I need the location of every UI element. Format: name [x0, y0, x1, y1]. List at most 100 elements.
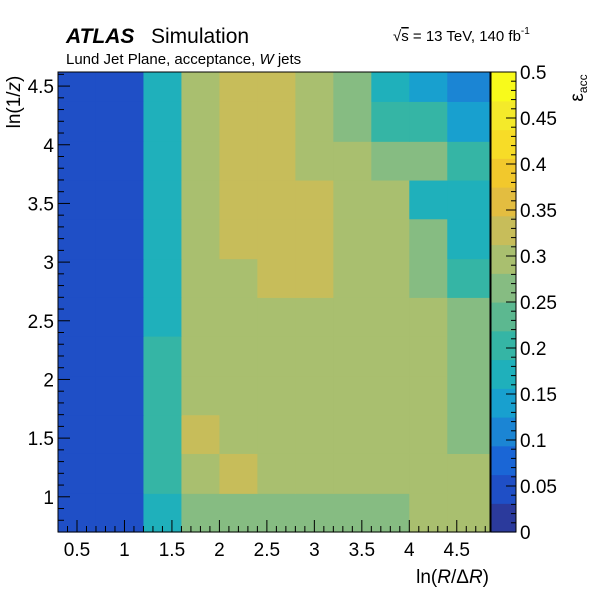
heatmap-cell: [58, 101, 97, 142]
heatmap-cell: [333, 414, 372, 454]
x-axis-title: ln(R/ΔR): [416, 567, 489, 588]
heatmap-cell: [257, 218, 296, 260]
heatmap-cell: [58, 414, 97, 454]
heatmap-cell: [58, 297, 97, 337]
y-axis-ticks: 1 1.5 2 2.5 3 3.5 4 4.5: [28, 73, 70, 521]
heatmap-cell: [371, 375, 410, 416]
heatmap-cell: [181, 179, 221, 220]
x-tick-label: 2.5: [254, 540, 280, 561]
y-tick-label: 2.5: [28, 312, 54, 333]
heatmap-cell: [181, 297, 221, 337]
heatmap-cell: [181, 336, 221, 377]
plot-frame: [57, 71, 491, 533]
heatmap-cell: [447, 453, 491, 494]
z-tick-label: 0.5: [520, 63, 546, 84]
heatmap-cell: [181, 218, 221, 260]
heatmap-cell: [333, 336, 372, 377]
heatmap-cell: [257, 141, 296, 181]
x-tick-label: 3: [309, 540, 320, 561]
heatmap-cell: [409, 72, 448, 102]
heatmap-cell: [143, 453, 183, 494]
heatmap-cell: [333, 258, 372, 298]
heatmap-cell: [371, 414, 410, 454]
heatmap-cell: [333, 218, 372, 260]
heatmap-cell: [181, 375, 221, 416]
heatmap-cell: [447, 218, 491, 260]
heatmap-cell: [181, 141, 221, 181]
energy-label: √s = 13 TeV, 140 fb-1: [393, 26, 530, 45]
heatmap-cell: [181, 72, 221, 102]
heatmap-cell: [295, 141, 334, 181]
heatmap-cell: [447, 297, 491, 337]
y-tick-label: 1: [43, 488, 54, 509]
heatmap-cell: [333, 141, 372, 181]
colorbar: [490, 71, 517, 533]
heatmap-cell: [257, 258, 296, 298]
heatmap-cell: [257, 179, 296, 220]
z-axis-title: εacc: [567, 74, 590, 101]
heatmap-cell: [143, 297, 183, 337]
heatmap-cell: [333, 453, 372, 494]
heatmap-cell: [95, 336, 145, 377]
heatmap-cell: [219, 297, 258, 337]
heatmap-cell: [295, 414, 334, 454]
heatmap-cell: [333, 101, 372, 142]
z-tick-label: 0.1: [520, 431, 546, 452]
z-tick-label: 0: [520, 523, 531, 544]
heatmap-cell: [95, 179, 145, 220]
heatmap-cell: [58, 218, 97, 260]
heatmap-cell: [58, 179, 97, 220]
heatmap-cell: [409, 336, 448, 377]
heatmap-cell: [143, 258, 183, 298]
heatmap-cell: [58, 141, 97, 181]
heatmap-cell: [95, 493, 145, 533]
y-tick-label: 2: [43, 370, 54, 391]
heatmap-cell: [409, 258, 448, 298]
heatmap-cell: [371, 141, 410, 181]
heatmap-cell: [58, 336, 97, 377]
heatmap-cell: [447, 258, 491, 298]
heatmap-cell: [143, 414, 183, 454]
heatmap-cell: [257, 414, 296, 454]
heatmap-cell: [409, 141, 448, 181]
heatmap-cell: [409, 179, 448, 220]
heatmap-cell: [447, 141, 491, 181]
colorbar-swatch: [491, 445, 516, 476]
heatmap-cell: [295, 179, 334, 220]
heatmap-cell: [409, 414, 448, 454]
heatmap-cell: [58, 453, 97, 494]
heatmap-cell: [257, 336, 296, 377]
heatmap-cell: [409, 453, 448, 494]
x-tick-label: 4: [404, 540, 415, 561]
heatmap-cell: [95, 72, 145, 102]
colorbar-swatch: [491, 330, 516, 361]
heatmap-cell: [409, 101, 448, 142]
y-tick-label: 3.5: [28, 194, 54, 215]
heatmap-cell: [371, 258, 410, 298]
heatmap-cell: [58, 72, 97, 102]
colorbar-ticks: 0 0.05 0.1 0.15 0.2 0.25 0.3 0.35 0.4 0.45 0.5: [506, 63, 557, 544]
y-axis-title: ln(1/z): [4, 76, 25, 129]
heatmap-cell: [95, 141, 145, 181]
z-tick-label: 0.2: [520, 339, 546, 360]
colorbar-swatch: [491, 474, 516, 504]
heatmap-cell: [447, 336, 491, 377]
heatmap-cell: [143, 141, 183, 181]
heatmap-cell: [257, 72, 296, 102]
heatmap-cell: [295, 375, 334, 416]
colorbar-swatch: [491, 129, 516, 159]
z-tick-label: 0.25: [520, 293, 557, 314]
heatmap-cell: [181, 101, 221, 142]
heatmap-cell: [95, 297, 145, 337]
colorbar-swatch: [491, 302, 516, 332]
heatmap-cell: [181, 453, 221, 494]
heatmap-cell: [95, 101, 145, 142]
heatmap-cell: [219, 141, 258, 181]
heatmap-cell: [295, 72, 334, 102]
simulation-label: Simulation: [151, 25, 249, 48]
heatmap-cell: [371, 179, 410, 220]
heatmap-cell: [409, 297, 448, 337]
heatmap-cell: [95, 414, 145, 454]
heatmap-cell: [447, 179, 491, 220]
